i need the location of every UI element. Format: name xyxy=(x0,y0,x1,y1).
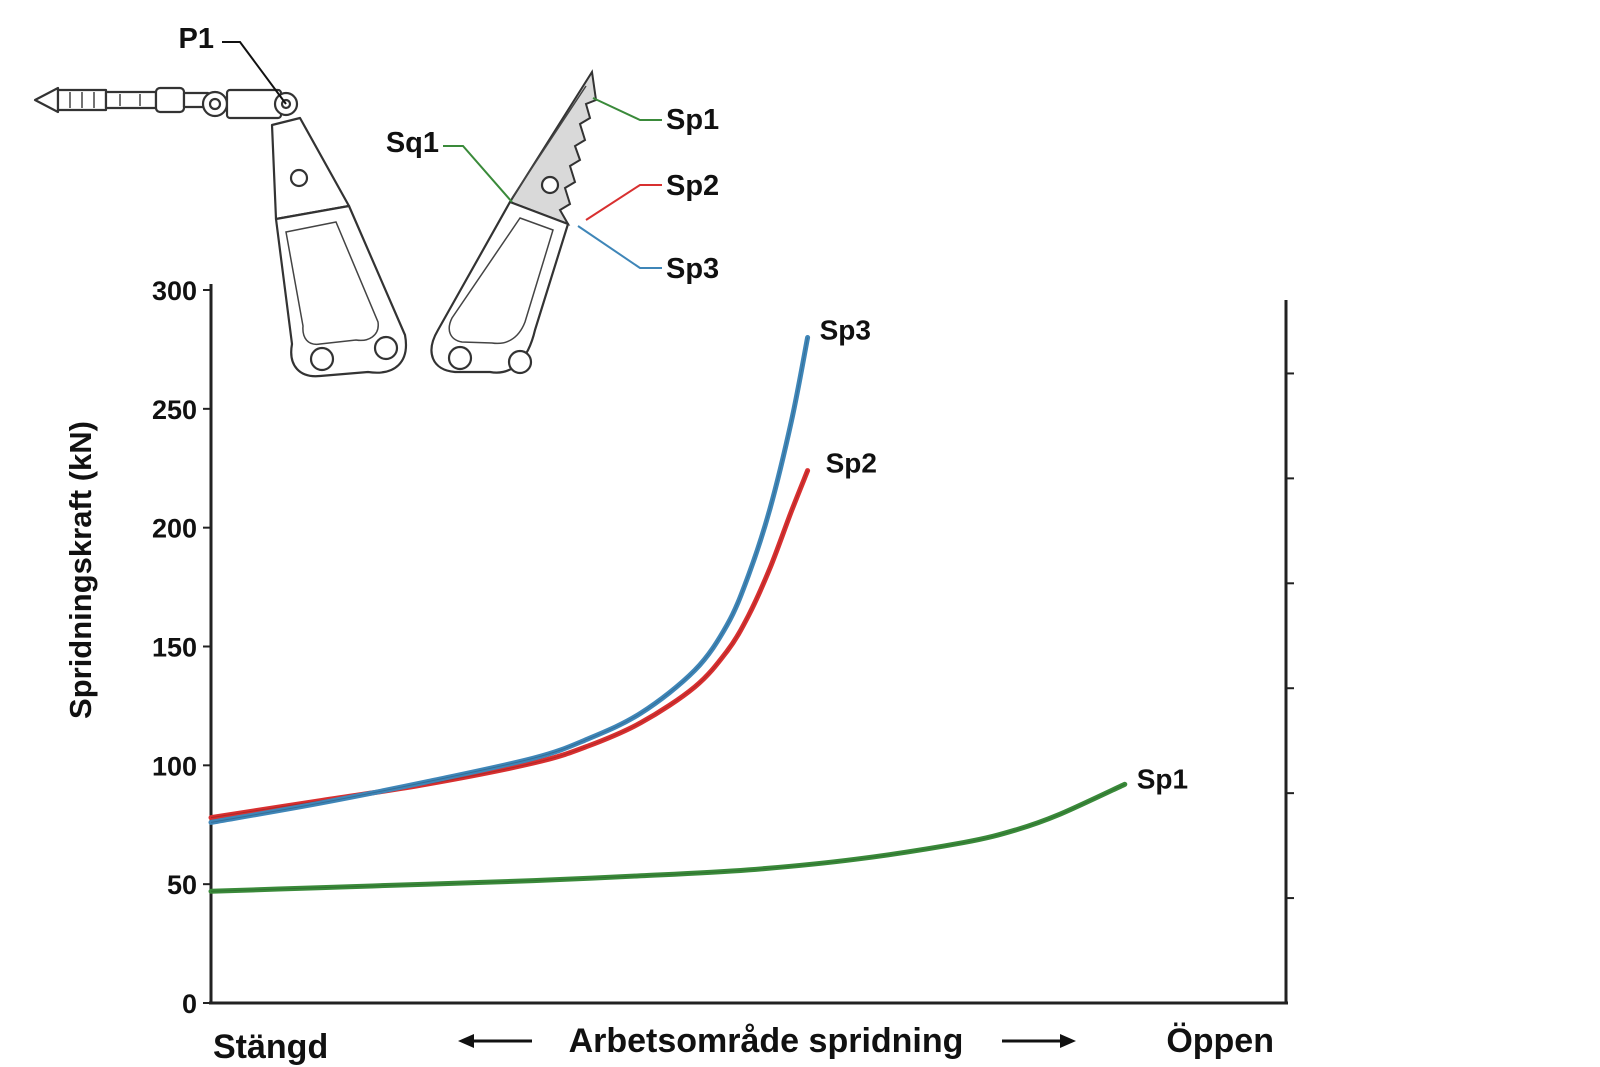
series-label-sp2: Sp2 xyxy=(826,448,877,479)
y-axis-label: Spridningskraft (kN) xyxy=(63,421,98,719)
sp2-callout-label: Sp2 xyxy=(666,170,719,202)
spreader-tool-illustration: P1 Sq1 Sp1 Sp2 Sp3 xyxy=(33,23,720,378)
right-arrow-icon xyxy=(1002,1034,1076,1048)
series-line-sp3 xyxy=(208,335,811,825)
p1-leader-line xyxy=(222,41,287,105)
p1-label: P1 xyxy=(179,23,214,55)
series-label-sp1: Sp1 xyxy=(1137,763,1188,794)
series-line-core-sp3 xyxy=(210,337,809,823)
y-tick-label: 150 xyxy=(152,633,197,663)
sp3-leader-line xyxy=(577,225,662,269)
left-arrow-icon xyxy=(458,1034,532,1048)
sq1-leader-line xyxy=(443,145,513,203)
y-axis-ticks: 0 50 100 150 200 250 300 xyxy=(152,276,211,1019)
y-tick-label: 250 xyxy=(152,395,197,425)
sp1-leader-line xyxy=(592,97,662,121)
x-right-label: Öppen xyxy=(1166,1022,1274,1060)
sp2-leader-line xyxy=(585,184,662,221)
y-tick-label: 200 xyxy=(152,514,197,544)
left-spreader-arm xyxy=(270,116,408,378)
series-labels: Sp1 Sp2 Sp3 xyxy=(820,315,1188,795)
series-label-sp3: Sp3 xyxy=(820,315,871,346)
callouts: P1 Sq1 Sp1 Sp2 Sp3 xyxy=(179,23,720,285)
force-chart: 0 50 100 150 200 250 300 Sp1 Sp2 Sp3 Spridningsk… xyxy=(63,276,1294,1066)
sq1-label: Sq1 xyxy=(386,127,439,159)
series-line-sp1 xyxy=(208,781,1128,894)
right-spreader-arm xyxy=(430,69,598,375)
right-axis-ticks xyxy=(1286,372,1294,900)
y-tick-label: 0 xyxy=(182,989,197,1019)
sp3-callout-label: Sp3 xyxy=(666,253,719,285)
series-line-core-sp1 xyxy=(210,783,1126,892)
sp1-callout-label: Sp1 xyxy=(666,104,719,136)
y-tick-label: 300 xyxy=(152,276,197,306)
series-layer xyxy=(208,335,1128,894)
y-tick-label: 50 xyxy=(167,870,197,900)
hydraulic-cylinder xyxy=(33,86,299,120)
x-axis-label: Arbetsområde spridning xyxy=(569,1022,964,1060)
x-left-label: Stängd xyxy=(213,1028,328,1066)
y-tick-label: 100 xyxy=(152,751,197,781)
